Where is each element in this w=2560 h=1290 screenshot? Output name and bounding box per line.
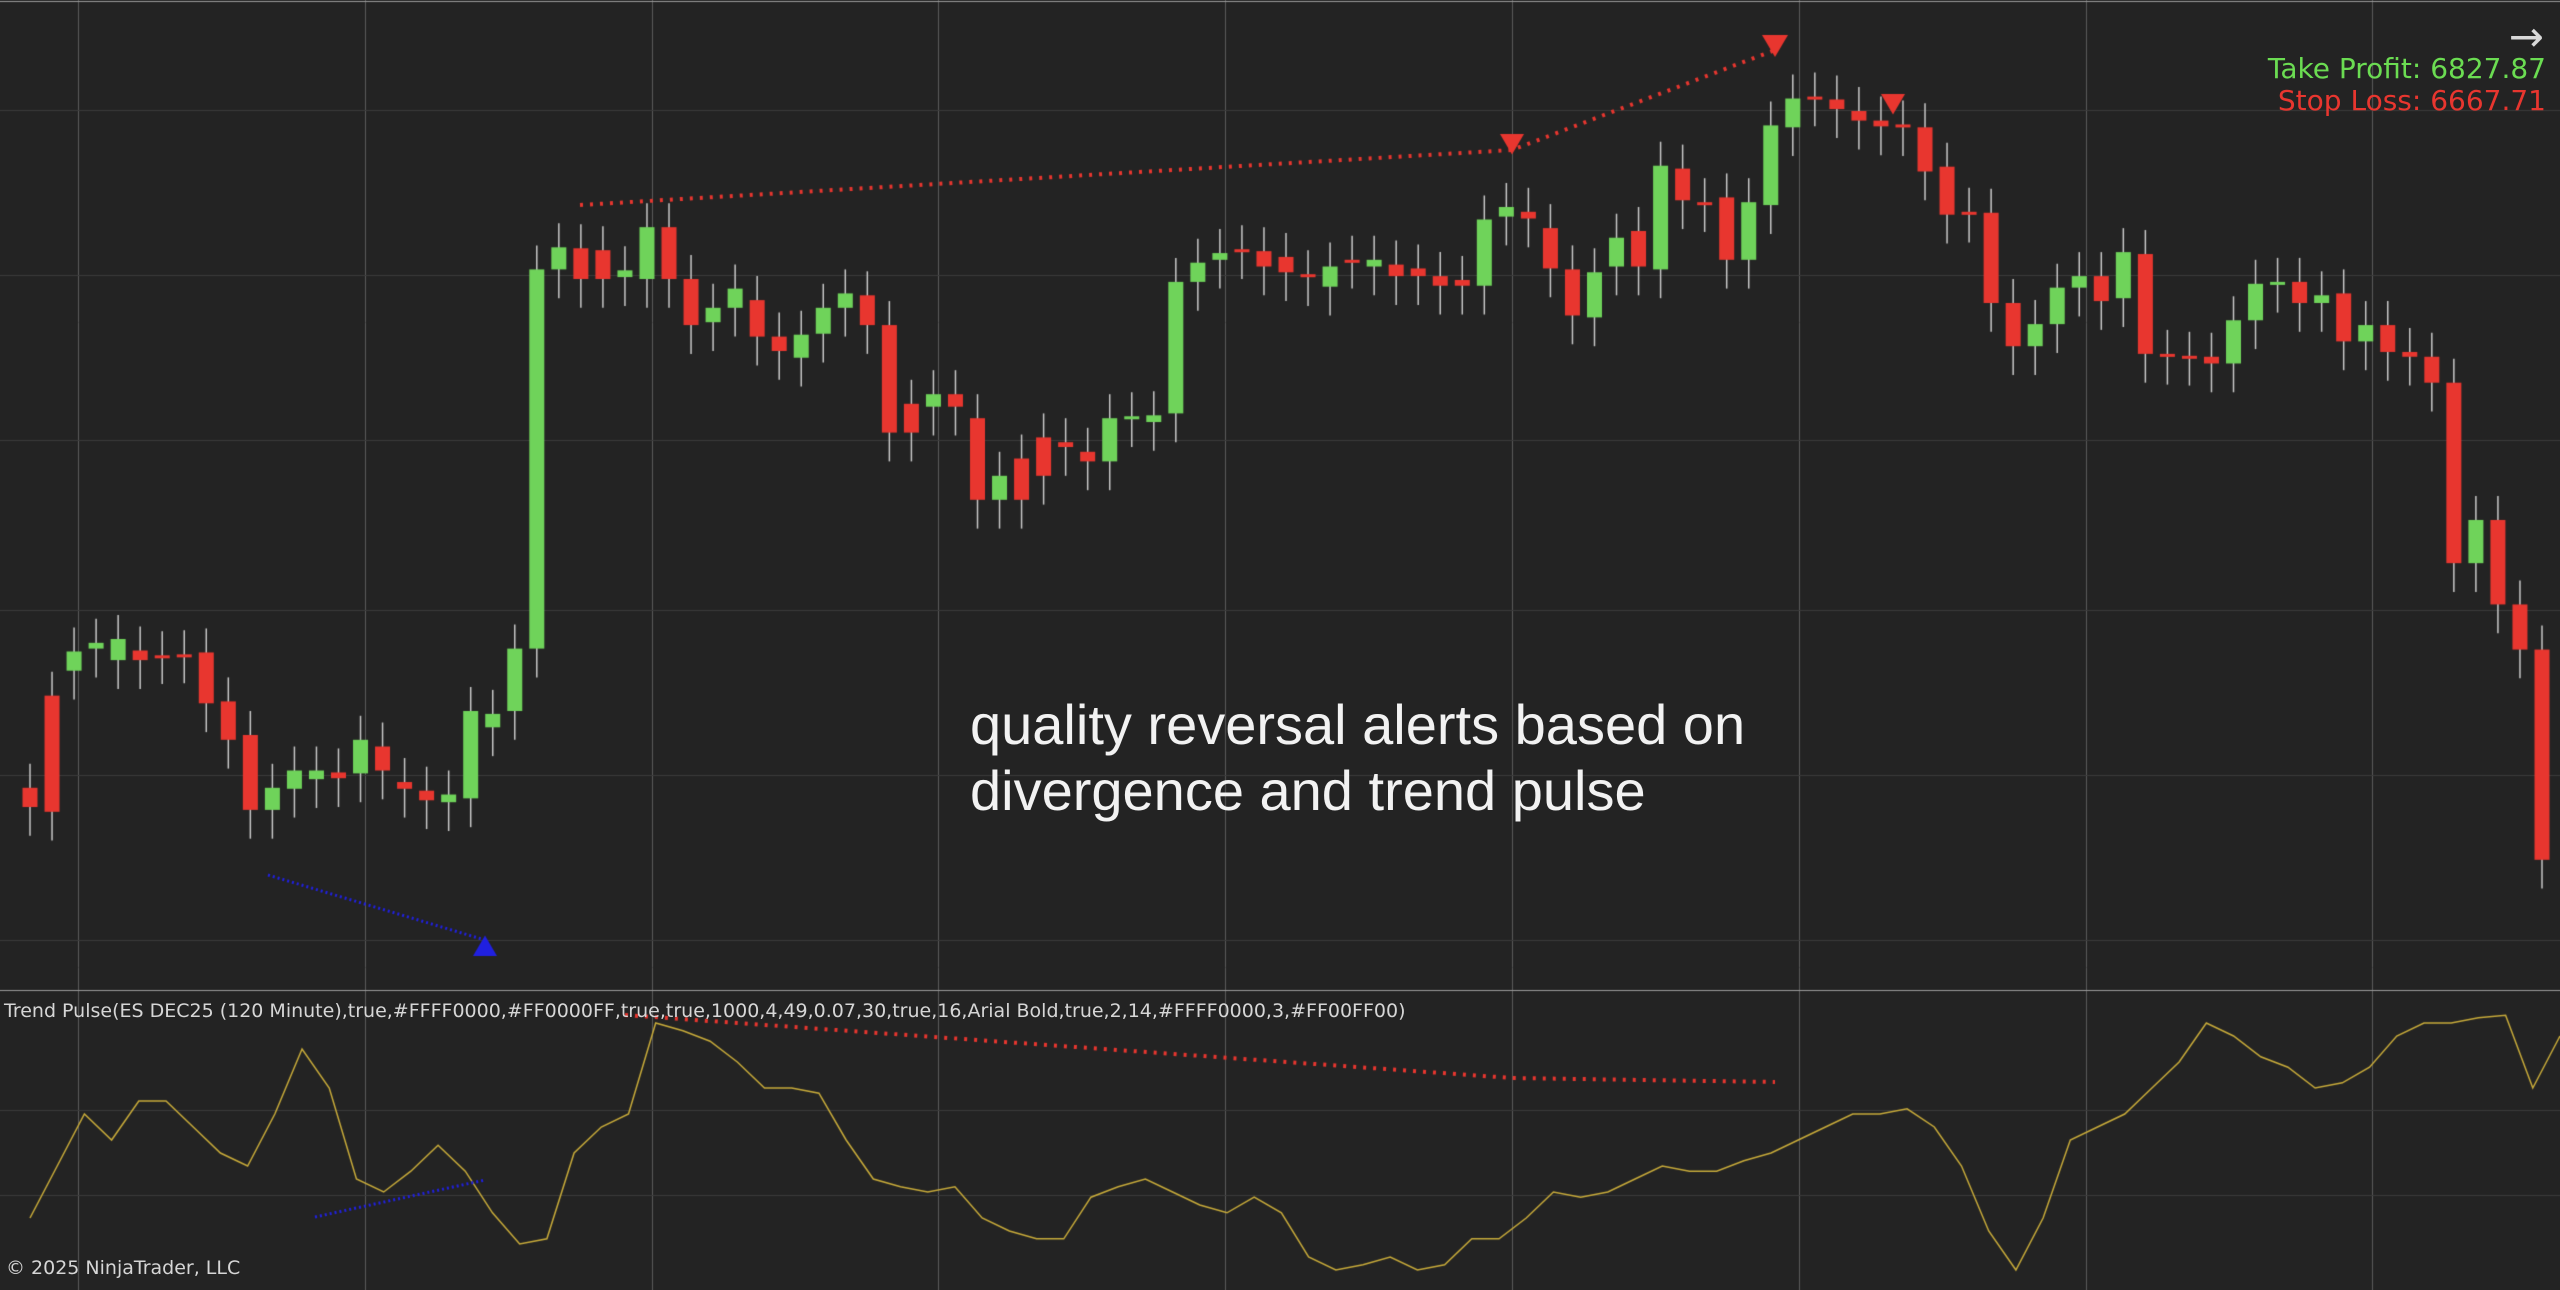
indicator-label: Trend Pulse(ES DEC25 (120 Minute),true,#… <box>4 1000 1406 1022</box>
promo-caption: quality reversal alerts based on diverge… <box>970 692 1870 824</box>
take-profit-label: Take Profit: 6827.87 <box>2267 52 2546 85</box>
copyright-text: © 2025 NinjaTrader, LLC <box>6 1257 241 1279</box>
stop-loss-label: Stop Loss: 6667.71 <box>2277 84 2546 117</box>
arrow-right-icon[interactable]: → <box>2508 12 2544 61</box>
caption-line-1: quality reversal alerts based on <box>970 693 1746 756</box>
caption-line-2: divergence and trend pulse <box>970 759 1646 822</box>
